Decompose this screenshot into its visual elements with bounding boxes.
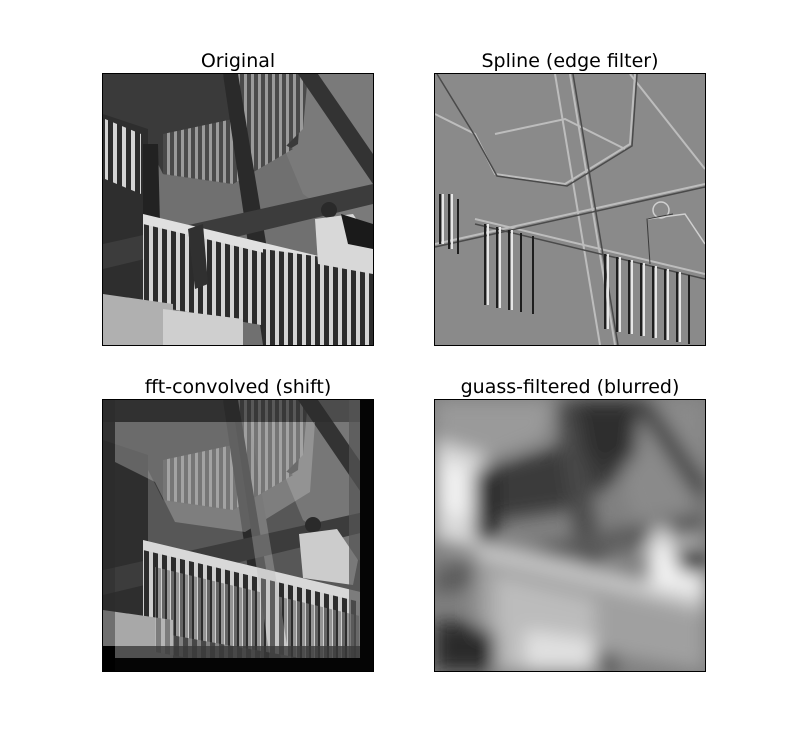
staircase-photo [103,74,373,345]
panel-gauss [434,399,706,672]
panel-title-spline: Spline (edge filter) [481,50,659,72]
fft-convolved-image [103,400,373,671]
panel-title-fft: fft-convolved (shift) [144,376,332,398]
panel-title-original: Original [200,50,276,72]
panel-fft [102,399,374,672]
panel-spline [434,73,706,346]
panel-title-gauss: guass-filtered (blurred) [460,376,680,398]
panel-original [102,73,374,346]
edge-filtered-image [435,74,705,345]
gauss-filtered-image [435,400,705,671]
